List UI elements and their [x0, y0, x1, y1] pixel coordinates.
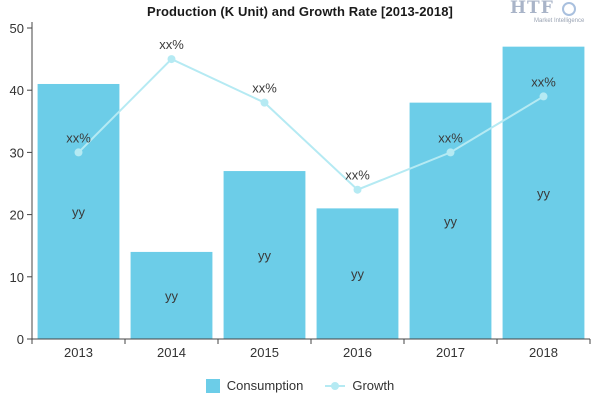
bar-consumption-2014 [130, 251, 213, 339]
y-tick-label: 0 [17, 332, 24, 347]
x-tick-label: 2015 [250, 345, 279, 360]
bar-data-label: yy [258, 248, 272, 263]
line-data-label: xx% [66, 130, 91, 145]
x-tick-label: 2017 [436, 345, 465, 360]
line-data-label: xx% [531, 74, 556, 89]
legend-swatch-consumption [205, 378, 220, 393]
line-growth [77, 57, 545, 191]
bar-consumption-2016 [316, 208, 399, 339]
point-growth-2017 [446, 148, 455, 157]
point-growth-2015 [260, 98, 269, 107]
logo-subtext: Market Intelligence [534, 18, 585, 24]
point-growth-2013 [74, 148, 83, 157]
y-tick-label: 30 [10, 145, 24, 160]
legend-item-growth[interactable]: Growth [325, 378, 394, 393]
bar-consumption-2017 [409, 102, 492, 339]
bar-data-label: yy [165, 288, 179, 303]
line-data-label: xx% [345, 168, 370, 183]
chart-legend: Consumption Growth [0, 378, 600, 393]
htf-logo: HTF Market Intelligence [500, 0, 590, 30]
bar-data-label: yy [444, 214, 458, 229]
line-data-label: xx% [159, 37, 184, 52]
line-data-label: xx% [252, 81, 277, 96]
y-tick-label: 50 [10, 21, 24, 36]
bar-data-label: yy [72, 204, 86, 219]
x-tick-label: 2013 [64, 345, 93, 360]
legend-label-consumption: Consumption [226, 378, 304, 393]
y-tick-label: 40 [10, 83, 24, 98]
line-data-label: xx% [438, 130, 463, 145]
x-tick-label: 2016 [343, 345, 372, 360]
legend-item-consumption[interactable]: Consumption [205, 378, 304, 393]
point-growth-2018 [539, 92, 548, 101]
x-tick-label: 2014 [157, 345, 186, 360]
y-tick-label: 10 [10, 270, 24, 285]
legend-label-growth: Growth [352, 378, 395, 393]
y-tick-label: 20 [10, 208, 24, 223]
legend-line-growth [325, 379, 346, 393]
point-growth-2016 [353, 185, 362, 194]
bar-data-label: yy [351, 267, 365, 282]
logo-text: HTF [510, 0, 554, 18]
point-growth-2014 [167, 55, 176, 64]
globe-icon [562, 2, 576, 16]
bar-consumption-2013 [37, 83, 120, 339]
bar-consumption-2015 [223, 171, 306, 339]
x-tick-label: 2018 [529, 345, 558, 360]
bar-data-label: yy [537, 186, 551, 201]
chart-title: Production (K Unit) and Growth Rate [201… [147, 4, 453, 19]
